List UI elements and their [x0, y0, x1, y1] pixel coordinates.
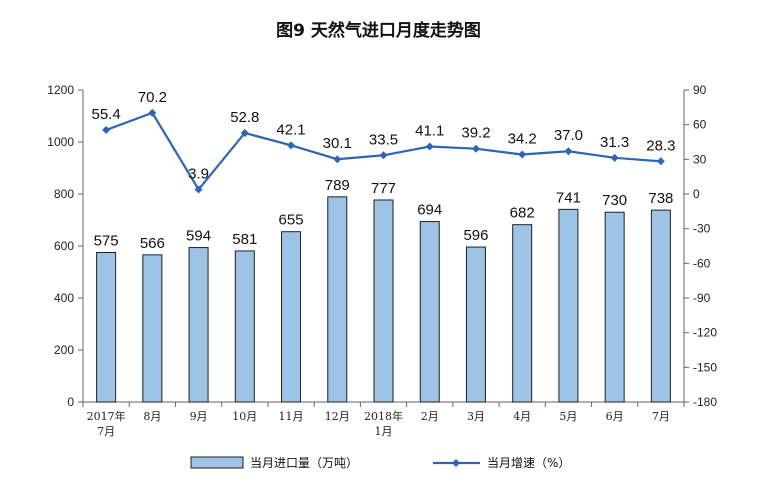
line-point: [425, 142, 434, 151]
bar: [419, 221, 440, 403]
x-tick-label: 4月: [513, 410, 531, 423]
bar-data-label: 789: [325, 177, 350, 194]
bar-data-label: 777: [371, 180, 396, 197]
bar: [465, 246, 486, 403]
line-data-label: 70.2: [138, 89, 167, 106]
y-right-tick-label: 0: [693, 187, 700, 201]
y-right-tick-label: 30: [693, 152, 707, 166]
line-data-label: 37.0: [554, 127, 583, 144]
chart-title: 图9 天然气进口月度走势图: [276, 21, 481, 41]
bar-data-label: 575: [94, 233, 119, 250]
bar: [604, 211, 625, 403]
line-data-label: 55.4: [92, 106, 121, 123]
bar-data-label: 596: [463, 227, 488, 244]
line-point: [287, 141, 296, 150]
x-tick-label: 2018年: [364, 409, 403, 423]
line-data-label: 52.8: [230, 109, 259, 126]
line-data-label: 28.3: [646, 137, 675, 154]
line-point: [240, 128, 249, 137]
x-tick-label: 5月: [559, 410, 577, 423]
y-right-tick-label: 60: [693, 118, 707, 132]
line-point: [471, 144, 480, 153]
x-tick-label: 2月: [421, 410, 439, 423]
legend-bar-label: 当月进口量（万吨）: [250, 456, 358, 470]
y-right-tick-label: 90: [693, 83, 707, 97]
line-data-label: 42.1: [276, 121, 305, 138]
bar-data-label: 741: [556, 189, 581, 206]
y-right-tick-label: -30: [693, 222, 711, 236]
line-point: [194, 185, 203, 194]
x-tick-label: 8月: [143, 410, 161, 423]
line-data-label: 31.3: [600, 134, 629, 151]
bar: [558, 208, 579, 403]
line-point: [610, 153, 619, 162]
x-tick-label: 10月: [232, 410, 257, 423]
bar: [188, 247, 209, 403]
bar: [281, 231, 302, 403]
y-left-tick-label: 800: [54, 187, 74, 201]
bar: [327, 196, 348, 403]
y-right-tick-label: -150: [693, 360, 717, 374]
bar-data-label: 655: [279, 212, 304, 229]
bar: [96, 252, 117, 403]
x-tick-label: 2017年: [87, 409, 126, 423]
bar: [373, 199, 394, 403]
line-point: [518, 150, 527, 159]
legend-line-label: 当月增速（%）: [487, 456, 570, 470]
bar: [650, 209, 671, 403]
x-tick-label: 3月: [467, 410, 485, 423]
y-left-tick-label: 200: [54, 343, 74, 357]
line-data-label: 30.1: [323, 135, 352, 152]
bar-data-label: 566: [140, 235, 165, 252]
line-point: [102, 125, 111, 134]
y-left-tick-label: 600: [54, 239, 74, 253]
bar-data-label: 694: [417, 202, 442, 219]
line-point: [656, 157, 665, 166]
bar-data-label: 594: [186, 228, 211, 245]
line-data-label: 41.1: [415, 123, 444, 140]
y-left-tick-label: 400: [54, 291, 74, 305]
y-right-tick-label: -180: [693, 395, 717, 409]
y-left-tick-label: 1000: [47, 135, 74, 149]
line-point: [148, 108, 157, 117]
x-tick-label: 7月: [97, 425, 115, 438]
x-tick-label: 1月: [375, 425, 393, 438]
bar: [512, 224, 533, 403]
line-point: [379, 151, 388, 160]
bar-data-label: 581: [232, 231, 257, 248]
x-tick-label: 12月: [325, 410, 350, 423]
x-tick-label: 7月: [652, 410, 670, 423]
bar: [142, 254, 163, 403]
legend-line-marker: [452, 459, 460, 467]
y-left-tick-label: 1200: [47, 83, 74, 97]
line-data-label: 33.5: [369, 131, 398, 148]
x-tick-label: 11月: [279, 410, 304, 423]
line-point: [333, 155, 342, 164]
x-tick-label: 9月: [190, 410, 208, 423]
y-right-tick-label: -120: [693, 326, 717, 340]
line-data-label: 39.2: [461, 125, 490, 142]
y-right-tick-label: -60: [693, 256, 711, 270]
legend-bar-swatch: [190, 456, 244, 469]
line-data-label: 34.2: [508, 130, 537, 147]
bar-data-label: 730: [602, 192, 627, 209]
bar-data-label: 738: [648, 190, 673, 207]
line-point: [564, 147, 573, 156]
line-data-label: 3.9: [188, 165, 209, 182]
x-tick-label: 6月: [606, 410, 624, 423]
bar: [234, 250, 255, 403]
bar-data-label: 682: [510, 205, 535, 222]
y-left-tick-label: 0: [67, 395, 74, 409]
y-right-tick-label: -90: [693, 291, 711, 305]
